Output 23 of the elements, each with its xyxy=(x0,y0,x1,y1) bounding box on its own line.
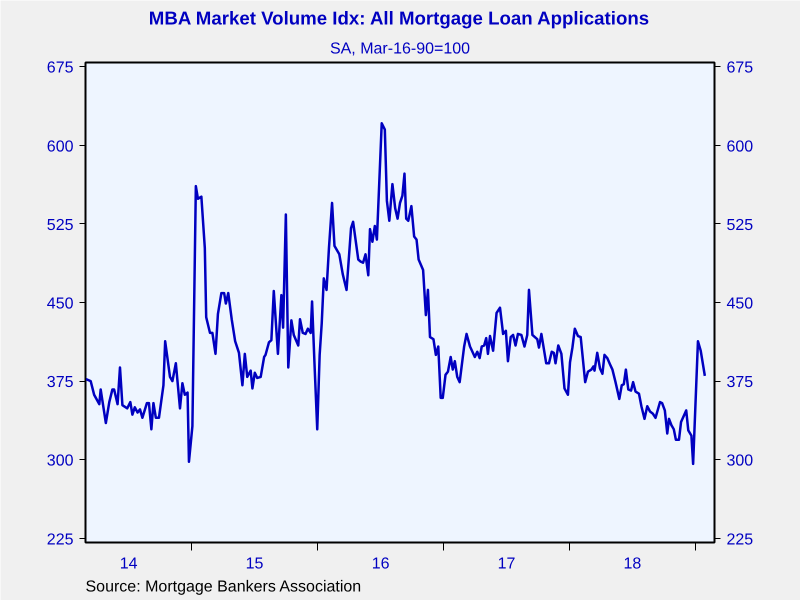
y2-tick-label: 525 xyxy=(726,216,754,234)
x-tick-label: 16 xyxy=(372,556,390,572)
x-tick-label: 17 xyxy=(498,556,516,572)
y-tick-label: 600 xyxy=(46,138,74,156)
source-note: Source: Mortgage Bankers Association xyxy=(86,578,362,596)
y-tick-label: 300 xyxy=(46,452,74,470)
y2-tick-label: 300 xyxy=(726,452,754,470)
chart-subtitle: SA, Mar-16-90=100 xyxy=(330,40,470,58)
y2-tick-label: 600 xyxy=(726,138,754,156)
x-tick-label: 14 xyxy=(120,556,138,572)
y-tick-label: 375 xyxy=(46,374,74,392)
x-tick-label: 15 xyxy=(246,556,264,572)
y-tick-label: 225 xyxy=(46,531,74,548)
chart-title: MBA Market Volume Idx: All Mortgage Loan Applications xyxy=(148,8,650,28)
y-tick-label: 525 xyxy=(46,216,74,234)
y2-tick-label: 450 xyxy=(726,296,754,312)
y2-tick-label: 675 xyxy=(726,60,754,77)
line-series xyxy=(86,122,706,466)
y2-tick-label: 225 xyxy=(726,531,754,548)
x-tick-label: 18 xyxy=(624,556,642,572)
y-tick-label: 450 xyxy=(46,296,74,312)
y-tick-label: 675 xyxy=(46,60,74,77)
y2-tick-label: 375 xyxy=(726,374,754,392)
